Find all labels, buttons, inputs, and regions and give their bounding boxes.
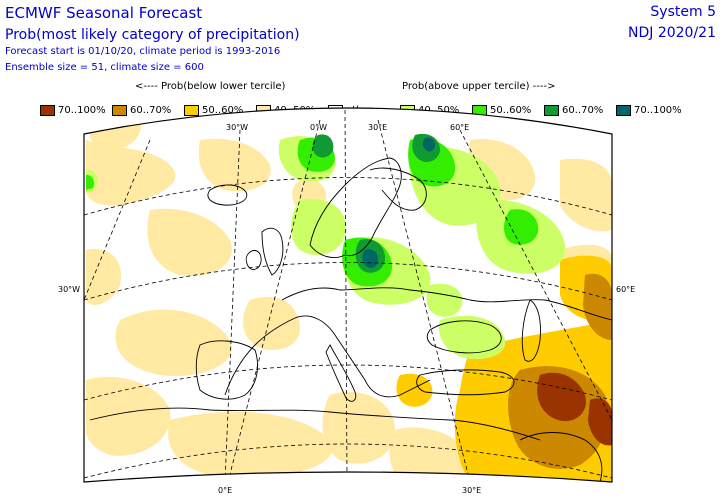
legend-item: 70..100%: [40, 103, 106, 117]
legend-label: 40..50%: [418, 104, 460, 116]
label-top-30e: 30°E: [368, 123, 387, 132]
label-top-0w: 0°W: [310, 123, 327, 132]
legend-item: 60..70%: [544, 103, 603, 117]
system-label: System 5: [650, 4, 716, 20]
legend-item: 50..60%: [184, 103, 243, 117]
label-top-30w: 30°W: [226, 123, 248, 132]
legend-item: 60..70%: [112, 103, 171, 117]
legend-swatch: [544, 104, 559, 116]
map-frame: [83, 107, 613, 483]
label-top-60e: 60°E: [450, 123, 469, 132]
legend-label: 70..100%: [58, 104, 106, 116]
probability-fields: [86, 120, 612, 482]
legend-item: 70..100%: [616, 103, 682, 117]
coastlines: [89, 157, 612, 482]
page-title: ECMWF Seasonal Forecast: [5, 4, 203, 22]
below-tercile-label: <---- Prob(below lower tercile): [135, 81, 286, 92]
label-bottom-30e: 30°E: [462, 486, 481, 495]
legend-swatch: [616, 104, 631, 116]
label-right-60e: 60°E: [616, 285, 635, 294]
label-bottom-0e: 0°E: [218, 486, 232, 495]
above-tercile-label: Prob(above upper tercile) ---->: [402, 81, 556, 92]
legend-swatch: [112, 104, 127, 116]
legend-label: 60..70%: [562, 104, 604, 116]
season-label: NDJ 2020/21: [628, 25, 716, 41]
legend-label: 60..70%: [130, 104, 172, 116]
legend-label: 70..100%: [634, 104, 682, 116]
legend-swatch: [184, 104, 199, 116]
page-subtitle: Prob(most likely category of precipitati…: [5, 27, 300, 43]
label-left-30w: 30°W: [58, 285, 80, 294]
legend-swatch: [40, 104, 55, 116]
legend-label: 50..60%: [490, 104, 532, 116]
legend-label: 50..60%: [202, 104, 244, 116]
forecast-info: Forecast start is 01/10/20, climate peri…: [5, 46, 281, 57]
ensemble-info: Ensemble size = 51, climate size = 600: [5, 62, 204, 73]
graticule: [84, 108, 612, 482]
